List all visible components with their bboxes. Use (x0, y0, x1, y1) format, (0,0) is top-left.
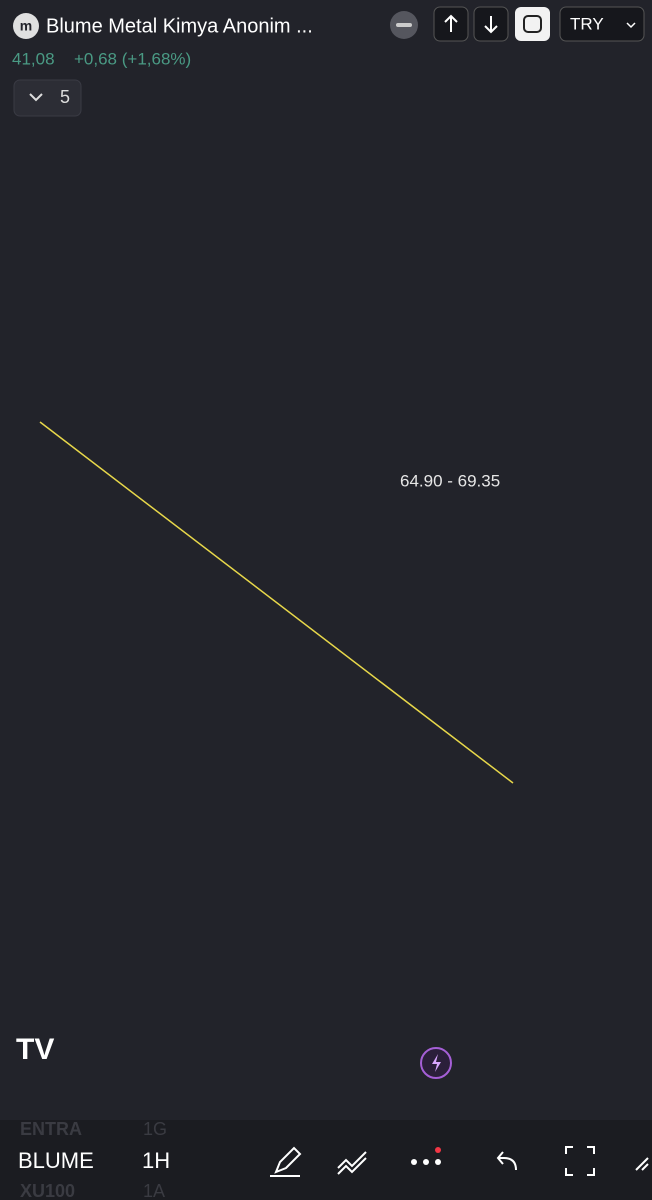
undo-icon[interactable] (496, 1151, 517, 1171)
up-icon (444, 14, 458, 32)
indicator-count: 5 (60, 87, 70, 107)
indicator-icon[interactable] (337, 1151, 367, 1175)
chevron-icon (29, 93, 43, 102)
annotation: 64.90 - 69.35 (400, 471, 500, 490)
indicators-button[interactable] (13, 79, 82, 117)
trend-line (39, 421, 514, 784)
footer-interval[interactable]: 1H (142, 1148, 170, 1173)
price: 41,08 (12, 49, 55, 68)
resize-icon (635, 1157, 649, 1171)
more-icon (423, 1159, 429, 1165)
fit-icon (523, 15, 542, 33)
currency: TRY (570, 14, 604, 33)
ghost-text: ENTRA (20, 1119, 82, 1139)
down-icon (484, 16, 498, 34)
ghost-text: 1A (143, 1181, 165, 1200)
footer-bar (0, 1120, 652, 1200)
fit-button[interactable] (515, 7, 550, 41)
flash-icon (432, 1054, 441, 1072)
more-icon (435, 1159, 441, 1165)
dropdown-icon (626, 22, 636, 29)
fullscreen-icon[interactable] (565, 1146, 595, 1176)
logo (13, 13, 39, 39)
tv-logo: TV (16, 1033, 54, 1066)
minus-icon (396, 23, 412, 27)
ghost-text: XU100 (20, 1181, 75, 1200)
symbol-title[interactable]: Blume Metal Kimya Anonim ... (46, 15, 313, 37)
draw-icon[interactable] (270, 1146, 302, 1177)
currency-select[interactable] (559, 6, 645, 42)
more-icon[interactable] (411, 1159, 417, 1165)
logo-mark: m (20, 18, 32, 34)
footer-symbol[interactable]: BLUME (18, 1148, 94, 1173)
change: +0,68 (+1,68%) (74, 49, 191, 68)
notification-dot (435, 1147, 441, 1153)
ghost-text: 1G (143, 1119, 167, 1139)
